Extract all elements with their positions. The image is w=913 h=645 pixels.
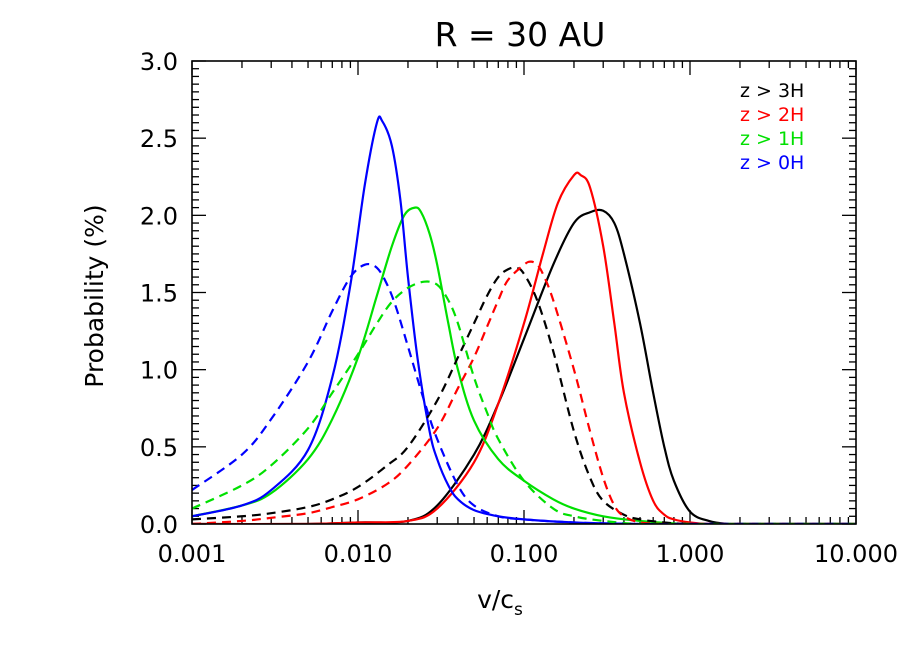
y-axis-label: Probability (%) <box>80 204 109 387</box>
y-tick-label: 2.5 <box>140 125 178 153</box>
x-axis-label-main: v/c <box>477 585 514 614</box>
series-dashed-line-5 <box>192 260 856 524</box>
series-dashed-line-6 <box>192 280 856 524</box>
y-tick-label: 1.5 <box>140 280 178 308</box>
x-tick-labels: 0.001 0.010 0.100 1.000 10.000 <box>158 540 898 568</box>
x-axis-label: v/cs <box>477 585 523 620</box>
x-tick-label: 1.000 <box>656 540 725 568</box>
legend: z > 3Hz > 2Hz > 1Hz > 0H <box>740 80 804 174</box>
legend-entry: z > 2H <box>740 104 804 126</box>
series-dashed-line-4 <box>192 266 856 524</box>
x-axis-label-subscript: s <box>514 600 523 620</box>
series-solid-line-0 <box>192 208 856 524</box>
y-tick-labels: 0.0 0.5 1.0 1.5 2.0 2.5 3.0 <box>140 48 178 539</box>
y-tick-label: 2.0 <box>140 202 178 230</box>
legend-entry: z > 0H <box>740 152 804 174</box>
x-tick-label: 0.001 <box>158 540 227 568</box>
legend-entry: z > 1H <box>740 128 804 150</box>
series-solid-line-2 <box>192 206 856 524</box>
x-tick-label: 10.000 <box>814 540 898 568</box>
y-tick-label: 1.0 <box>140 357 178 385</box>
plot-frame <box>191 60 857 525</box>
y-tick-label: 0.0 <box>140 511 178 539</box>
x-tick-label: 0.010 <box>324 540 393 568</box>
legend-entry: z > 3H <box>740 80 804 102</box>
y-tick-label: 0.5 <box>140 434 178 462</box>
y-tick-label: 3.0 <box>140 48 178 76</box>
series-dashed-line-7 <box>192 262 856 524</box>
series-solid-line-1 <box>192 171 856 524</box>
series-layer <box>192 115 856 524</box>
x-tick-label: 0.100 <box>490 540 559 568</box>
chart-title: R = 30 AU <box>435 15 606 54</box>
